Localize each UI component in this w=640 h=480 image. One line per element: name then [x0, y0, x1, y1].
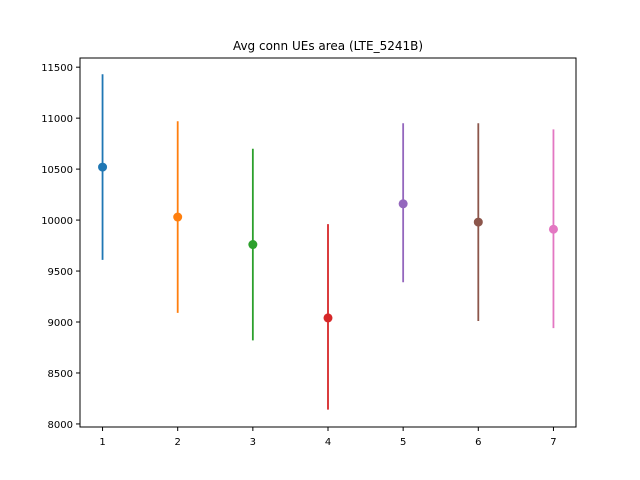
chart-title: Avg conn UEs area (LTE_5241B) — [233, 39, 423, 53]
y-tick-label: 11000 — [41, 114, 73, 125]
x-tick-label: 3 — [250, 437, 256, 448]
y-tick-label: 8500 — [48, 369, 73, 380]
x-tick-label: 2 — [175, 437, 181, 448]
x-tick-label: 1 — [99, 437, 105, 448]
x-tick-label: 5 — [400, 437, 406, 448]
y-ticks: 8000 8500 9000 9500 10000 10500 11000 11500 — [41, 63, 80, 431]
y-tick-label: 10500 — [41, 165, 73, 176]
y-tick-label: 8000 — [48, 420, 73, 431]
y-tick-label: 9500 — [48, 267, 73, 278]
data-point — [548, 224, 558, 234]
x-tick-label: 4 — [325, 437, 331, 448]
plot-area-frame — [79, 57, 577, 428]
y-tick-label: 11500 — [41, 63, 73, 74]
data-point — [473, 217, 483, 227]
data-point — [398, 199, 408, 209]
x-tick-label: 6 — [475, 437, 481, 448]
y-tick-label: 10000 — [41, 216, 73, 227]
data-point — [98, 162, 108, 172]
x-ticks: 1 2 3 4 5 6 7 — [99, 427, 557, 448]
x-tick-label: 7 — [550, 437, 556, 448]
data-point — [323, 313, 333, 323]
data-point — [173, 212, 183, 222]
data-point — [248, 240, 258, 250]
data-points — [98, 162, 558, 323]
y-tick-label: 9000 — [48, 318, 73, 329]
